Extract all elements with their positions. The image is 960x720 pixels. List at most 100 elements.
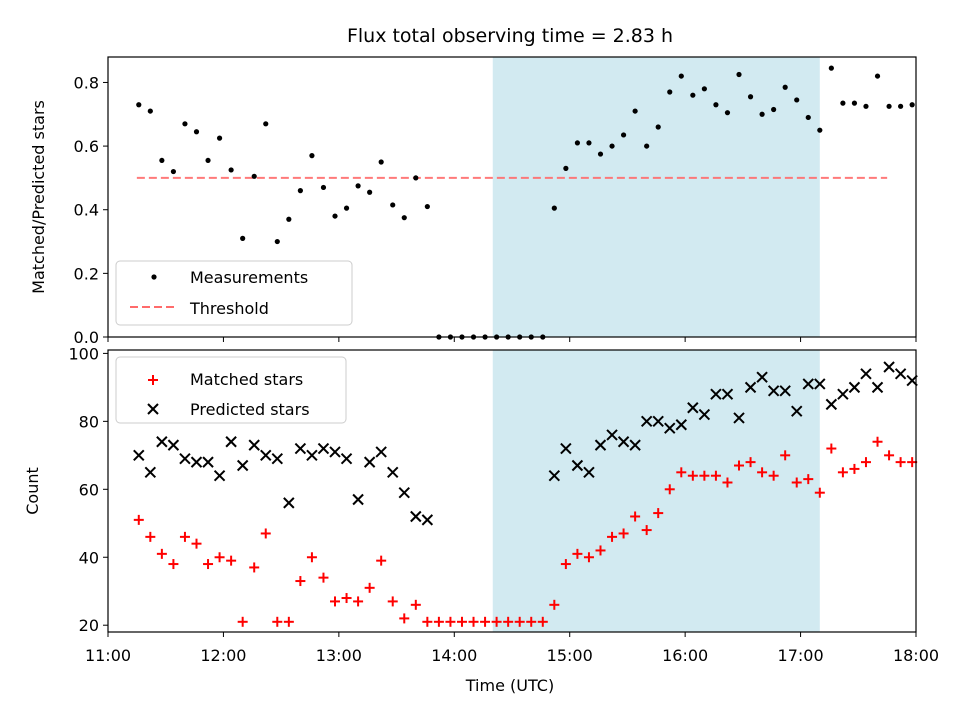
predicted-star-point [860, 368, 872, 380]
predicted-star-stroke [860, 368, 872, 380]
predicted-star-point [283, 497, 295, 509]
predicted-star-point [387, 466, 399, 479]
measurement-point [274, 238, 280, 245]
predicted-star-stroke [894, 368, 907, 380]
predicted-star-stroke [848, 381, 861, 394]
predicted-star-stroke [871, 381, 884, 394]
measurement-point [309, 153, 315, 159]
matched-star-point [699, 470, 710, 481]
predicted-star-point [837, 388, 849, 400]
measurement-point [805, 114, 811, 121]
predicted-star-point [871, 381, 884, 394]
predicted-star-point [236, 459, 249, 472]
y-tick-label: 0.4 [74, 201, 99, 220]
legend-measurement-marker [151, 274, 157, 280]
measurement-point [701, 86, 707, 92]
predicted-star-point [248, 439, 260, 451]
matched-star-point [318, 572, 329, 583]
matched-star-point [814, 487, 825, 498]
predicted-star-point [617, 436, 630, 448]
predicted-star-stroke [744, 381, 757, 394]
predicted-star-stroke [225, 436, 237, 448]
measurement-point [840, 100, 846, 106]
matched-star-point [849, 463, 860, 474]
predicted-star-point [675, 419, 688, 431]
matched-star-point [410, 599, 421, 610]
matched-star-point [710, 470, 721, 481]
predicted-star-point [202, 456, 214, 468]
matched-star-point [433, 616, 444, 627]
measurement-point [863, 103, 869, 109]
top-panel: 0.0 0.2 0.4 0.6 0.8 Matched/Predicted stars Me… [29, 56, 917, 347]
predicted-star-point [756, 371, 768, 383]
matched-star-point [837, 467, 848, 478]
measurement-point [424, 203, 430, 210]
measurement-point [597, 151, 604, 157]
measurement-point [332, 213, 338, 219]
measurement-point [413, 175, 419, 181]
measurement-point [644, 143, 650, 149]
predicted-star-point [767, 385, 780, 397]
matched-star-point [480, 616, 491, 627]
predicted-star-stroke [294, 442, 307, 455]
predicted-star-point [744, 381, 757, 394]
predicted-star-point [340, 453, 353, 465]
measurement-point [343, 205, 350, 211]
predicted-star-point [329, 446, 341, 458]
predicted-star-stroke [791, 405, 803, 417]
x-tick-label: 17:00 [778, 646, 824, 665]
predicted-star-stroke [767, 385, 780, 397]
predicted-star-point [375, 446, 387, 458]
y-tick-label: 0.8 [74, 73, 99, 92]
matched-star-point [676, 467, 687, 478]
matched-star-point [353, 596, 364, 607]
measurement-point [620, 132, 627, 138]
matched-star-point [203, 559, 214, 570]
predicted-star-stroke [283, 497, 295, 509]
matched-star-point [757, 467, 768, 478]
measurement-point [667, 89, 673, 95]
legend-box [115, 260, 353, 326]
matched-star-point [387, 596, 398, 607]
x-tick-label: 11:00 [85, 646, 131, 665]
predicted-star-stroke [421, 514, 434, 526]
predicted-star-point [883, 361, 895, 373]
measurement-point [794, 97, 800, 103]
matched-star-point [330, 596, 341, 607]
matched-star-point [456, 616, 467, 627]
predicted-star-stroke [560, 442, 572, 455]
predicted-star-stroke [248, 439, 260, 451]
predicted-star-point [421, 514, 434, 526]
predicted-star-stroke [756, 371, 768, 383]
matched-star-point [549, 599, 560, 610]
measurement-point [228, 167, 234, 173]
predicted-star-point [802, 378, 814, 390]
predicted-star-stroke [837, 388, 849, 400]
legend-measurements-label: Measurements [190, 268, 308, 287]
predicted-star-stroke [698, 408, 711, 421]
predicted-star-stroke [133, 449, 145, 462]
legend-predicted-marker [147, 403, 159, 415]
measurement-point [574, 140, 581, 146]
axes-frame [107, 56, 917, 338]
measurement-point [216, 135, 223, 141]
matched-star-point [537, 616, 548, 627]
legend-threshold-label: Threshold [189, 299, 269, 318]
predicted-star-stroke [802, 378, 814, 390]
matched-star-point [283, 616, 294, 627]
predicted-star-point [133, 449, 145, 462]
predicted-star-point [144, 466, 157, 479]
predicted-star-point [548, 470, 561, 482]
predicted-star-stroke [733, 412, 745, 424]
measurement-point [586, 140, 592, 146]
matched-star-point [491, 616, 502, 627]
predicted-star-stroke [317, 442, 330, 455]
predicted-star-stroke [583, 466, 595, 479]
predicted-star-point [190, 456, 203, 468]
predicted-star-point [606, 429, 618, 441]
matched-star-point [618, 528, 629, 539]
measurement-point [690, 92, 696, 98]
predicted-star-stroke [260, 449, 272, 462]
matched-star-point [734, 460, 745, 471]
measurement-point [147, 108, 153, 114]
